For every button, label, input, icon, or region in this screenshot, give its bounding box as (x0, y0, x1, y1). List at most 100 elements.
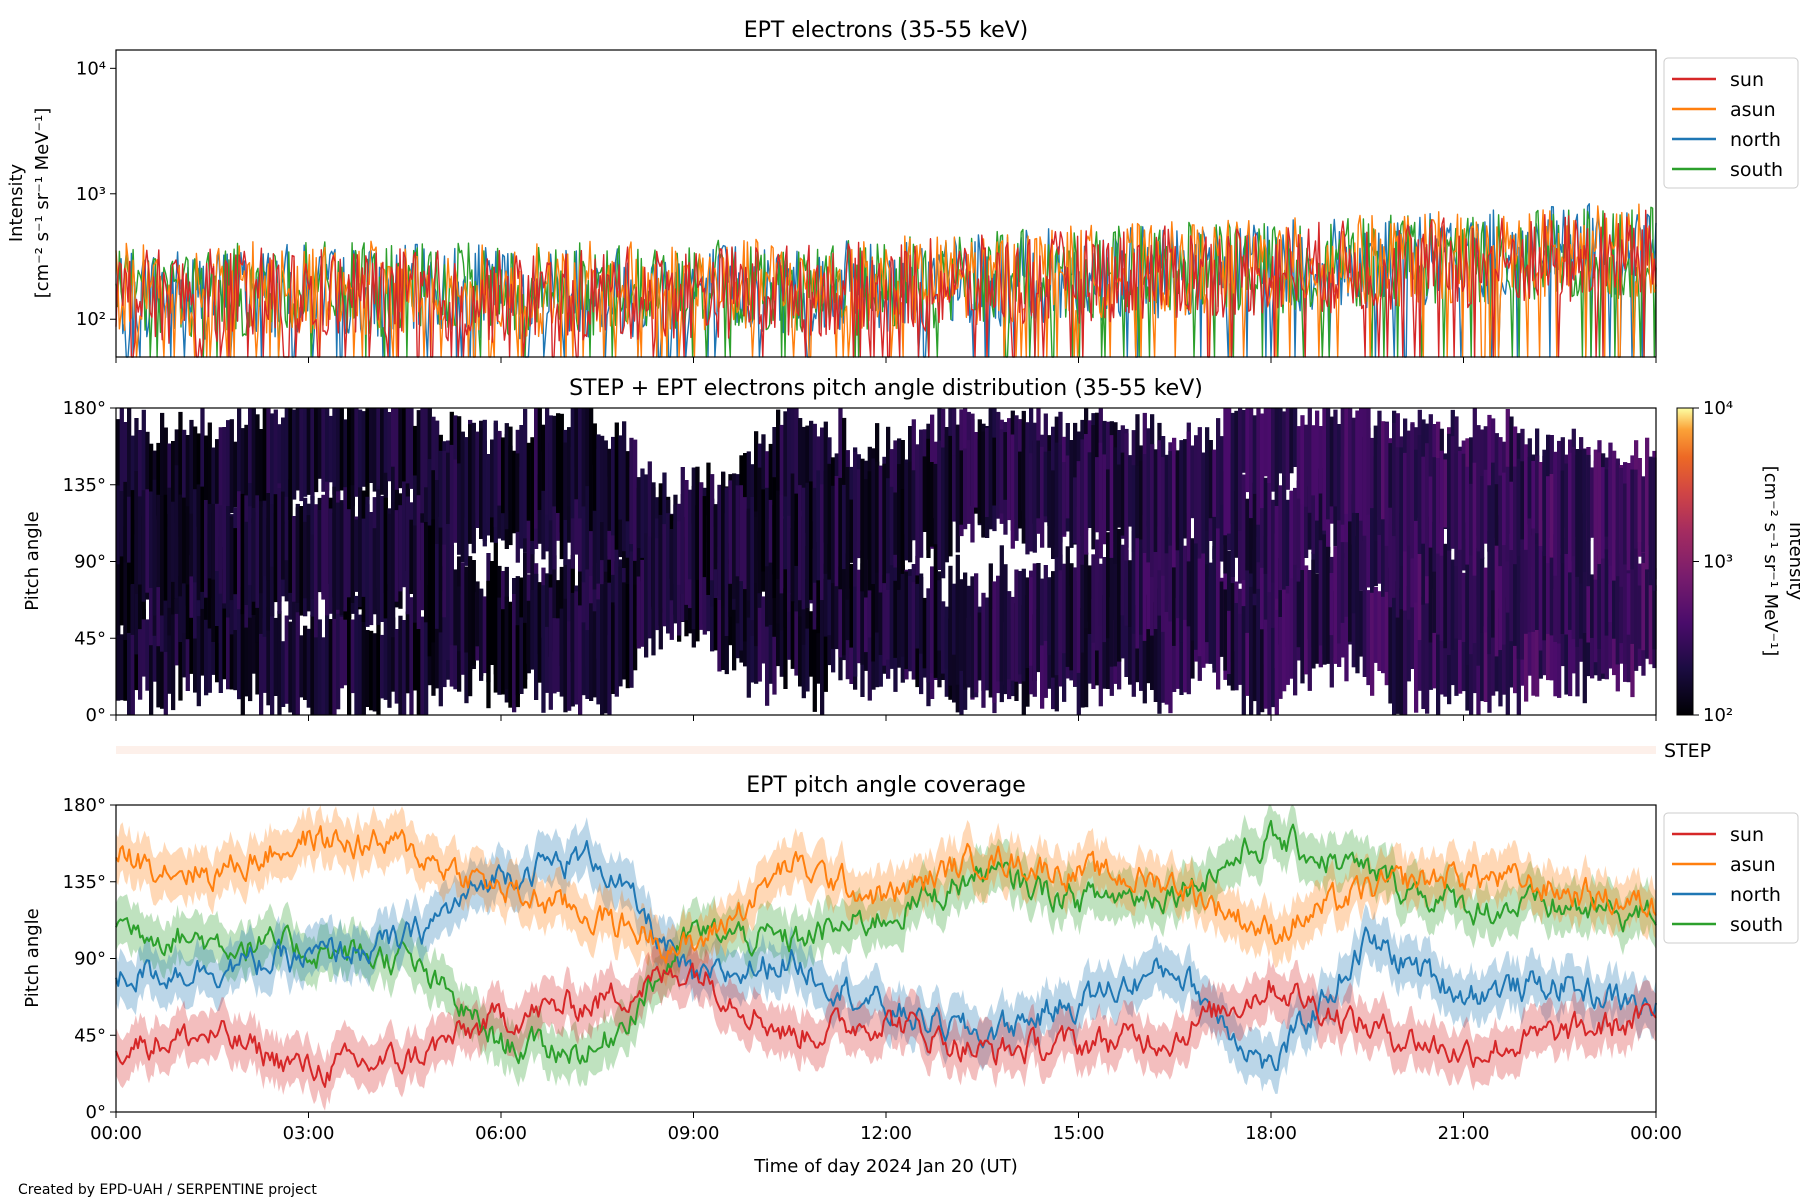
heatmap-cell (486, 454, 491, 536)
heatmap-cell (1267, 408, 1272, 484)
heatmap-cell (211, 503, 216, 580)
heatmap-cell (442, 591, 447, 688)
heatmap-cell (413, 609, 418, 691)
heatmap-cell (1311, 559, 1316, 669)
heatmap-cell (449, 544, 454, 646)
heatmap-cell (820, 427, 825, 500)
heatmap-cell (116, 542, 121, 636)
heatmap-cell (849, 563, 854, 648)
heatmap-cell (207, 422, 212, 556)
heatmap-cell (1491, 615, 1496, 696)
heatmap-cell (464, 566, 469, 653)
heatmap-cell (875, 461, 880, 573)
heatmap-cell (251, 508, 256, 602)
heatmap-cell (875, 547, 880, 633)
heatmap-cell (1065, 546, 1070, 667)
heatmap-cell (563, 598, 568, 713)
heatmap-cell (270, 528, 275, 617)
heatmap-cell (226, 588, 231, 690)
heatmap-cell (728, 480, 733, 584)
heatmap-cell (1249, 408, 1254, 519)
heatmap-cell (688, 489, 693, 580)
panel-coverage: EPT pitch angle coverage 0° 45° 90° 135° 180… (22, 773, 1799, 1177)
heatmap-cell (416, 599, 421, 715)
heatmap-cell (1502, 526, 1507, 645)
heatmap-cell (812, 589, 817, 712)
heatmap-cell (273, 617, 278, 696)
heatmap-cell (644, 533, 649, 658)
heatmap-cell (600, 584, 605, 715)
heatmap-cell (523, 622, 528, 689)
heatmap-cell (977, 612, 982, 681)
heatmap-cell (1161, 594, 1166, 703)
heatmap-cell (556, 413, 561, 513)
heatmap-cell (1201, 452, 1206, 520)
heatmap-cell (1282, 411, 1287, 477)
heatmap-cell (138, 496, 143, 585)
heatmap-cell (878, 465, 883, 593)
heatmap-cell (1021, 568, 1026, 682)
heatmap-cell (116, 419, 121, 510)
heatmap-cell (438, 450, 443, 572)
heatmap-cell (955, 424, 960, 553)
heatmap-cell (1157, 526, 1162, 616)
heatmap-cell (1414, 519, 1419, 603)
heatmap-cell (592, 566, 597, 633)
heatmap-cell (552, 618, 557, 694)
heatmap-cell (669, 529, 674, 601)
heatmap-cell (567, 471, 572, 543)
heatmap-cell (1373, 517, 1378, 587)
heatmap-cell (182, 429, 187, 533)
legend-label-south: south (1730, 914, 1783, 936)
heatmap-cell (1634, 469, 1639, 549)
heatmap-cell (1608, 584, 1613, 669)
heatmap-cell (1036, 563, 1041, 671)
x-tick-label: 00:00 (1630, 1123, 1682, 1144)
heatmap-cell (314, 504, 319, 638)
heatmap-cell (1238, 408, 1243, 531)
heatmap-cell (721, 548, 726, 670)
heatmap-cell (1524, 530, 1529, 634)
heatmap-cell (776, 535, 781, 624)
heatmap-cell (563, 442, 568, 520)
heatmap-cell (193, 426, 198, 514)
heatmap-cell (365, 504, 370, 610)
heatmap-cell (1318, 426, 1323, 494)
heatmap-cell (1161, 527, 1166, 632)
heatmap-cell (1469, 437, 1474, 523)
heatmap-cell (1021, 410, 1026, 544)
heatmap-cell (1025, 577, 1030, 669)
heatmap-cell (1388, 567, 1393, 704)
heatmap-cell (1399, 588, 1404, 715)
heatmap-cell (1491, 462, 1496, 591)
heatmap-cell (394, 510, 399, 602)
heatmap-cell (1384, 423, 1389, 546)
heatmap-cell (325, 408, 330, 491)
x-tick-label: 18:00 (1245, 1123, 1297, 1144)
heatmap-cell (1230, 583, 1235, 691)
heatmap-cell (270, 504, 275, 567)
heatmap-cell (317, 510, 322, 592)
heatmap-cell (251, 408, 256, 524)
heatmap-cell (259, 429, 264, 506)
heatmap-cell (765, 571, 770, 706)
heatmap-cell (310, 534, 315, 599)
heatmap-cell (1417, 517, 1422, 640)
heatmap-cell (790, 594, 795, 669)
heatmap-cell (603, 581, 608, 714)
heatmap-cell (999, 429, 1004, 514)
heatmap-cell (1263, 619, 1268, 709)
heatmap-cell (1271, 547, 1276, 631)
heatmap-cell (1296, 426, 1301, 499)
heatmap-cell (508, 602, 513, 708)
y-axis-label-coverage: Pitch angle (22, 908, 43, 1007)
heatmap-cell (222, 504, 227, 604)
heatmap-cell (592, 611, 597, 698)
heatmap-cell (1568, 530, 1573, 630)
heatmap-cell (1256, 408, 1261, 525)
heatmap-cell (768, 499, 773, 563)
heatmap-cell (211, 447, 216, 541)
heatmap-cell (149, 587, 154, 715)
heatmap-cell (893, 580, 898, 658)
heatmap-cell (761, 434, 766, 536)
